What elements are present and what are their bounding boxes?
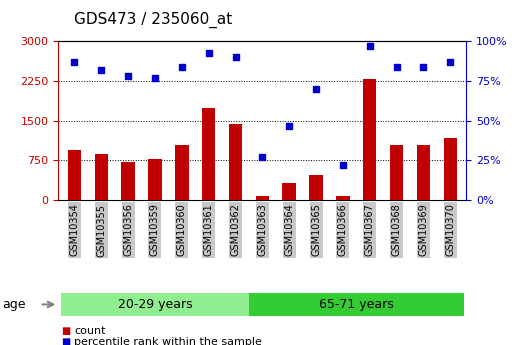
- Bar: [444, 138, 457, 200]
- Point: [205, 50, 213, 55]
- Bar: [229, 125, 242, 200]
- Bar: [310, 175, 323, 200]
- Point: [97, 67, 105, 73]
- Text: GSM10369: GSM10369: [419, 204, 428, 256]
- Text: ■: ■: [61, 337, 70, 345]
- Text: GSM10362: GSM10362: [231, 204, 241, 256]
- Bar: [175, 145, 189, 200]
- Bar: [282, 183, 296, 200]
- Text: GSM10361: GSM10361: [204, 204, 214, 256]
- Text: 65-71 years: 65-71 years: [319, 298, 394, 311]
- Point: [151, 75, 159, 81]
- Text: 20-29 years: 20-29 years: [118, 298, 192, 311]
- Bar: [417, 145, 430, 200]
- Bar: [390, 145, 403, 200]
- Bar: [121, 162, 135, 200]
- Text: GSM10366: GSM10366: [338, 204, 348, 256]
- Bar: [94, 154, 108, 200]
- Bar: [202, 108, 215, 200]
- Point: [178, 64, 186, 70]
- Point: [339, 162, 347, 168]
- Text: GDS473 / 235060_at: GDS473 / 235060_at: [74, 11, 233, 28]
- Text: GSM10367: GSM10367: [365, 204, 375, 256]
- Point: [70, 59, 78, 65]
- Point: [419, 64, 428, 70]
- Text: GSM10370: GSM10370: [445, 204, 455, 256]
- Point: [124, 73, 132, 79]
- Text: GSM10354: GSM10354: [69, 204, 80, 256]
- Text: GSM10363: GSM10363: [258, 204, 267, 256]
- Point: [285, 123, 294, 128]
- Text: GSM10359: GSM10359: [150, 204, 160, 256]
- Text: age: age: [3, 298, 26, 311]
- Bar: [363, 79, 376, 200]
- Point: [446, 59, 455, 65]
- Text: count: count: [74, 326, 105, 335]
- Point: [366, 43, 374, 49]
- Text: percentile rank within the sample: percentile rank within the sample: [74, 337, 262, 345]
- Text: GSM10355: GSM10355: [96, 204, 106, 257]
- Bar: [255, 196, 269, 200]
- Point: [312, 86, 320, 92]
- Point: [231, 55, 240, 60]
- Bar: [336, 196, 350, 200]
- Point: [392, 64, 401, 70]
- Text: GSM10364: GSM10364: [284, 204, 294, 256]
- Text: ■: ■: [61, 326, 70, 335]
- Text: GSM10356: GSM10356: [123, 204, 133, 256]
- Text: GSM10365: GSM10365: [311, 204, 321, 256]
- Text: GSM10368: GSM10368: [392, 204, 402, 256]
- Text: GSM10360: GSM10360: [177, 204, 187, 256]
- Point: [258, 155, 267, 160]
- Bar: [68, 150, 81, 200]
- Bar: [148, 159, 162, 200]
